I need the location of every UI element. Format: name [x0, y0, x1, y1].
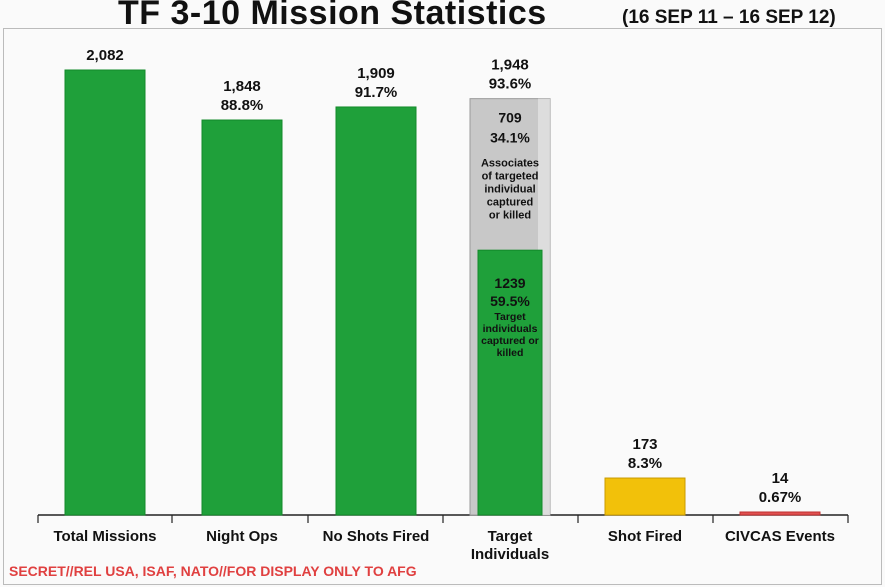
- chart-date-range: (16 SEP 11 – 16 SEP 12): [622, 7, 836, 28]
- segment-description-label: Target: [494, 311, 526, 323]
- segment-description-label: of targeted: [482, 171, 539, 183]
- category-label: Target: [488, 528, 533, 545]
- chart-title: TF 3-10 Mission Statistics: [118, 0, 547, 32]
- segment-description-label: Associates: [481, 158, 539, 170]
- data-label: 91.7%: [355, 84, 398, 101]
- segment-description-label: captured or: [481, 335, 539, 347]
- bar-no-shots-fired: [335, 106, 417, 516]
- segment-description-label: killed: [497, 347, 524, 359]
- segment-description-label: individual: [484, 184, 535, 196]
- category-label: No Shots Fired: [323, 528, 430, 545]
- category-label: Shot Fired: [608, 528, 682, 545]
- category-label: Total Missions: [53, 528, 156, 545]
- category-label: Night Ops: [206, 528, 278, 545]
- bar-total-missions: [64, 69, 146, 516]
- segment-description-label: captured: [487, 197, 533, 209]
- category-label: Individuals: [471, 546, 549, 563]
- data-label: 93.6%: [489, 76, 532, 93]
- segment-percent-label: 59.5%: [490, 293, 530, 309]
- data-label: 8.3%: [628, 455, 662, 472]
- segment-percent-label: 34.1%: [490, 130, 530, 146]
- data-label: 1,848: [223, 78, 261, 95]
- segment-value-label: 709: [498, 110, 522, 126]
- data-label: 14: [772, 470, 789, 487]
- chart-frame: [3, 28, 882, 585]
- segment-description-label: or killed: [489, 210, 531, 222]
- bar-shot-fired: [604, 477, 686, 516]
- bar-civcas-events: [739, 511, 821, 516]
- bar-segment-captured-or-killed: [477, 249, 543, 516]
- segment-description-label: individuals: [483, 323, 538, 335]
- data-label: 0.67%: [759, 489, 802, 506]
- segment-value-label: 1239: [494, 275, 525, 291]
- bar-night-ops: [201, 119, 283, 516]
- data-label: 1,948: [491, 57, 529, 74]
- data-label: 2,082: [86, 47, 124, 64]
- category-label: CIVCAS Events: [725, 528, 835, 545]
- classification-banner: SECRET//REL USA, ISAF, NATO//FOR DISPLAY…: [9, 563, 417, 579]
- data-label: 88.8%: [221, 97, 264, 114]
- data-label: 173: [632, 436, 657, 453]
- data-label: 1,909: [357, 65, 395, 82]
